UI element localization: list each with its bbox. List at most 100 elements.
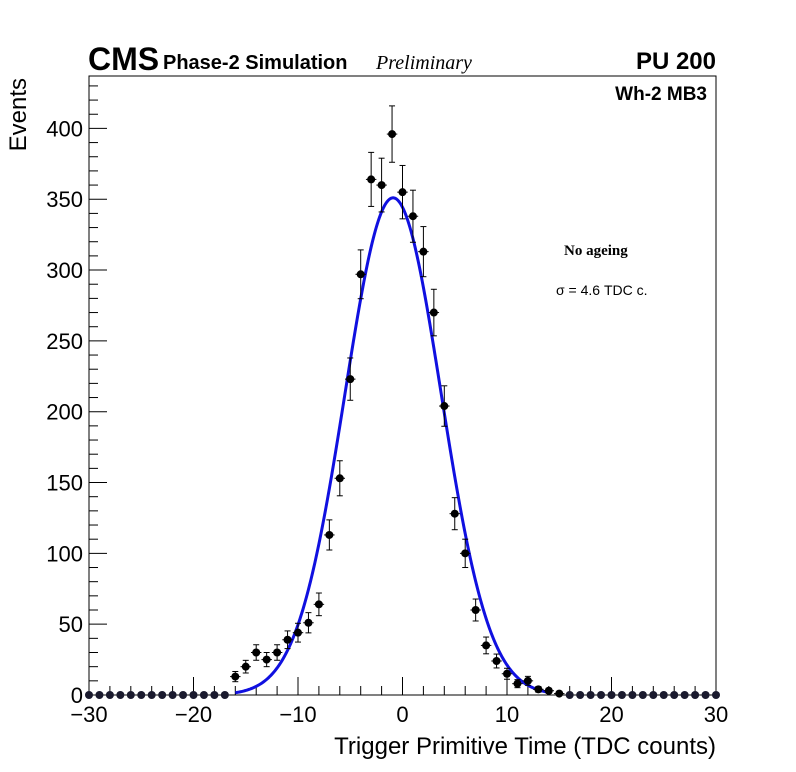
x-axis-title: Trigger Primitive Time (TDC counts) xyxy=(334,733,716,760)
data-point xyxy=(136,691,147,699)
marker xyxy=(419,247,428,256)
data-point xyxy=(564,691,575,699)
data-point xyxy=(543,686,555,695)
data-point xyxy=(198,691,210,699)
data-point xyxy=(627,691,638,699)
marker xyxy=(262,655,271,664)
marker xyxy=(231,672,240,681)
marker xyxy=(241,662,250,671)
data-points xyxy=(85,105,720,699)
x-tick-label: −20 xyxy=(175,702,212,727)
y-tick-label: 0 xyxy=(71,683,83,708)
data-point xyxy=(355,249,366,300)
marker xyxy=(116,691,125,699)
marker xyxy=(325,530,334,539)
gaussian-fit-curve xyxy=(235,196,550,695)
marker xyxy=(158,691,167,699)
data-point xyxy=(679,691,690,699)
marker xyxy=(576,691,585,699)
marker xyxy=(398,188,407,197)
data-point xyxy=(209,691,220,699)
data-point xyxy=(167,691,178,699)
y-tick-label: 400 xyxy=(46,116,83,141)
x-tick-label: 30 xyxy=(704,702,728,727)
marker xyxy=(712,691,720,699)
data-point xyxy=(470,598,481,622)
marker xyxy=(377,181,386,190)
fit-layer xyxy=(235,196,550,695)
data-point xyxy=(501,667,513,680)
marker xyxy=(523,676,532,685)
marker xyxy=(492,657,501,666)
marker xyxy=(335,474,344,483)
marker xyxy=(85,691,93,699)
marker xyxy=(408,212,417,221)
x-tick-label: 10 xyxy=(495,702,519,727)
marker xyxy=(210,691,219,699)
marker xyxy=(638,691,647,699)
data-point xyxy=(365,151,377,207)
data-point xyxy=(585,691,596,699)
marker xyxy=(450,509,459,518)
phase-label: Phase-2 Simulation xyxy=(163,52,348,74)
data-point xyxy=(574,691,586,699)
data-point xyxy=(271,644,283,661)
data-point xyxy=(376,157,387,213)
marker xyxy=(607,691,616,699)
data-point xyxy=(428,288,440,337)
marker xyxy=(126,691,135,699)
marker xyxy=(95,691,104,699)
marker xyxy=(555,689,564,698)
data-point xyxy=(522,675,534,686)
marker xyxy=(429,308,438,317)
data-point xyxy=(303,612,314,634)
y-tick-label: 50 xyxy=(59,612,83,637)
marker xyxy=(314,600,323,609)
marker xyxy=(273,648,282,657)
data-point xyxy=(250,644,262,661)
data-point xyxy=(219,691,231,699)
data-point xyxy=(313,592,325,617)
preliminary-label: Preliminary xyxy=(375,52,472,74)
marker xyxy=(346,375,355,384)
x-tick-label: 0 xyxy=(396,702,408,727)
marker xyxy=(179,691,188,699)
marker xyxy=(659,691,668,699)
data-point xyxy=(668,691,680,699)
marker xyxy=(471,606,480,615)
marker xyxy=(147,691,156,699)
marker xyxy=(503,669,511,678)
marker xyxy=(440,402,449,411)
marker xyxy=(137,691,146,699)
data-point xyxy=(407,189,419,243)
data-point xyxy=(439,385,450,427)
data-point xyxy=(334,460,346,497)
data-point xyxy=(188,691,199,699)
sigma-label: σ = 4.6 TDC c. xyxy=(556,282,648,298)
data-point xyxy=(292,622,304,643)
marker xyxy=(367,175,376,184)
data-point xyxy=(637,691,649,699)
data-point xyxy=(397,164,408,220)
data-point xyxy=(345,357,356,401)
marker xyxy=(649,691,658,699)
data-point xyxy=(700,691,711,699)
data-point xyxy=(533,685,544,694)
marker xyxy=(597,691,606,699)
data-point xyxy=(146,691,157,699)
marker xyxy=(220,691,229,699)
data-point xyxy=(480,636,492,655)
data-point xyxy=(418,226,429,278)
data-point xyxy=(449,497,460,531)
data-point xyxy=(658,691,669,699)
data-point xyxy=(386,105,398,163)
y-tick-label: 100 xyxy=(46,541,83,566)
data-point xyxy=(606,691,617,699)
data-point xyxy=(595,691,607,699)
data-point xyxy=(85,691,95,699)
y-tick-label: 300 xyxy=(46,258,83,283)
marker xyxy=(388,130,397,139)
marker xyxy=(513,679,522,688)
x-tick-label: −10 xyxy=(279,702,316,727)
